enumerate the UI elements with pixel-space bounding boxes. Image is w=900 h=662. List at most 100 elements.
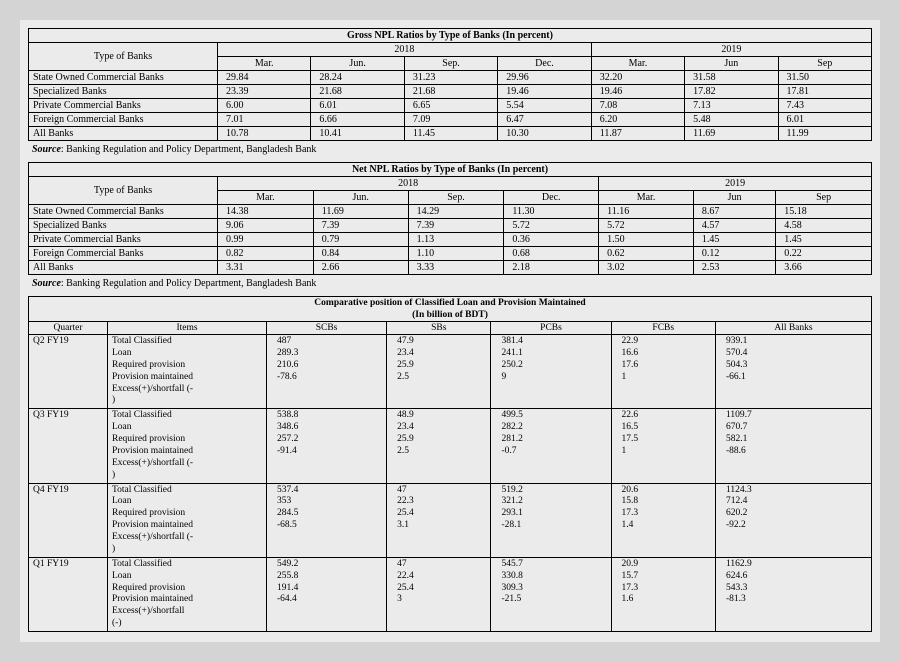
col-header: SBs [387, 322, 491, 335]
col-header: Mar. [218, 57, 311, 71]
cell-value: 14.29 [408, 205, 504, 219]
col-header: Sep [776, 191, 872, 205]
table2-year-2018: 2018 [218, 177, 599, 191]
cell-value: 7.39 [408, 219, 504, 233]
source-label: Source [32, 278, 61, 289]
value-cell: 4722.325.43.1 [387, 483, 491, 557]
cell-value: 11.16 [599, 205, 694, 219]
cell-value: 19.46 [498, 85, 591, 99]
col-header: FCBs [611, 322, 715, 335]
cell-value: 6.20 [591, 113, 684, 127]
items-cell: Total ClassifiedLoanRequired provisionPr… [108, 483, 267, 557]
value-cell: 487289.3210.6-78.6 [267, 335, 387, 409]
value-cell: 939.1570.4504.3-66.1 [715, 335, 871, 409]
items-cell: Total ClassifiedLoanRequired provisionPr… [108, 557, 267, 631]
cell-value: 19.46 [591, 85, 684, 99]
table2-source: Source: Banking Regulation and Policy De… [28, 277, 872, 290]
cell-value: 1.45 [776, 233, 872, 247]
cell-value: 17.82 [685, 85, 778, 99]
cell-value: 31.58 [685, 71, 778, 85]
cell-value: 3.31 [218, 261, 314, 275]
cell-value: 11.69 [313, 205, 408, 219]
cell-value: 11.45 [404, 127, 497, 141]
gross-npl-table: Gross NPL Ratios by Type of Banks (In pe… [28, 28, 872, 141]
cell-value: 7.43 [778, 99, 871, 113]
value-cell: 22.916.617.61 [611, 335, 715, 409]
cell-value: 7.13 [685, 99, 778, 113]
cell-value: 11.99 [778, 127, 871, 141]
cell-value: 5.72 [504, 219, 599, 233]
col-header: SCBs [267, 322, 387, 335]
col-header: Sep. [408, 191, 504, 205]
cell-value: 28.24 [311, 71, 404, 85]
row-label: Private Commercial Banks [29, 99, 218, 113]
cell-value: 10.30 [498, 127, 591, 141]
cell-value: 23.39 [218, 85, 311, 99]
cell-value: 1.13 [408, 233, 504, 247]
items-cell: Total ClassifiedLoanRequired provisionPr… [108, 409, 267, 483]
cell-value: 11.69 [685, 127, 778, 141]
net-npl-table: Net NPL Ratios by Type of Banks (In perc… [28, 162, 872, 275]
items-cell: Total ClassifiedLoanRequired provisionPr… [108, 335, 267, 409]
cell-value: 11.87 [591, 127, 684, 141]
cell-value: 21.68 [404, 85, 497, 99]
cell-value: 3.66 [776, 261, 872, 275]
cell-value: 0.12 [693, 247, 775, 261]
value-cell: 381.4241.1250.29 [491, 335, 611, 409]
row-label: Private Commercial Banks [29, 233, 218, 247]
table1-title: Gross NPL Ratios by Type of Banks (In pe… [29, 29, 872, 43]
cell-value: 7.39 [313, 219, 408, 233]
cell-value: 6.00 [218, 99, 311, 113]
cell-value: 6.01 [311, 99, 404, 113]
cell-value: 31.50 [778, 71, 871, 85]
cell-value: 1.10 [408, 247, 504, 261]
cell-value: 0.62 [599, 247, 694, 261]
cell-value: 2.53 [693, 261, 775, 275]
source-text: : Banking Regulation and Policy Departme… [61, 144, 317, 155]
cell-value: 0.36 [504, 233, 599, 247]
value-cell: 4722.425.43 [387, 557, 491, 631]
cell-value: 21.68 [311, 85, 404, 99]
table1-year-2018: 2018 [218, 43, 592, 57]
cell-value: 14.38 [218, 205, 314, 219]
cell-value: 5.72 [599, 219, 694, 233]
row-label: Foreign Commercial Banks [29, 247, 218, 261]
col-header: Sep. [404, 57, 497, 71]
value-cell: 47.923.425.92.5 [387, 335, 491, 409]
value-cell: 1124.3712.4620.2-92.2 [715, 483, 871, 557]
row-label: Specialized Banks [29, 219, 218, 233]
value-cell: 537.4353284.5-68.5 [267, 483, 387, 557]
col-header: Mar. [591, 57, 684, 71]
value-cell: 22.616.517.51 [611, 409, 715, 483]
document-page: Gross NPL Ratios by Type of Banks (In pe… [20, 20, 880, 642]
cell-value: 3.33 [408, 261, 504, 275]
cell-value: 15.18 [776, 205, 872, 219]
value-cell: 20.615.817.31.4 [611, 483, 715, 557]
cell-value: 3.02 [599, 261, 694, 275]
value-cell: 519.2321.2293.1-28.1 [491, 483, 611, 557]
cell-value: 0.82 [218, 247, 314, 261]
row-label: Specialized Banks [29, 85, 218, 99]
col-header: Sep [778, 57, 871, 71]
cell-value: 7.08 [591, 99, 684, 113]
table3-title1: Comparative position of Classified Loan … [29, 297, 872, 310]
cell-value: 32.20 [591, 71, 684, 85]
cell-value: 29.96 [498, 71, 591, 85]
cell-value: 17.81 [778, 85, 871, 99]
col-header: Jun [693, 191, 775, 205]
cell-value: 11.30 [504, 205, 599, 219]
col-header: Dec. [498, 57, 591, 71]
cell-value: 4.57 [693, 219, 775, 233]
cell-value: 8.67 [693, 205, 775, 219]
cell-value: 0.99 [218, 233, 314, 247]
table1-source: Source: Banking Regulation and Policy De… [28, 143, 872, 156]
value-cell: 499.5282.2281.2-0.7 [491, 409, 611, 483]
cell-value: 2.66 [313, 261, 408, 275]
cell-value: 29.84 [218, 71, 311, 85]
col-header: Jun. [313, 191, 408, 205]
cell-value: 0.68 [504, 247, 599, 261]
cell-value: 6.65 [404, 99, 497, 113]
source-label: Source [32, 144, 61, 155]
cell-value: 1.45 [693, 233, 775, 247]
row-label: State Owned Commercial Banks [29, 71, 218, 85]
